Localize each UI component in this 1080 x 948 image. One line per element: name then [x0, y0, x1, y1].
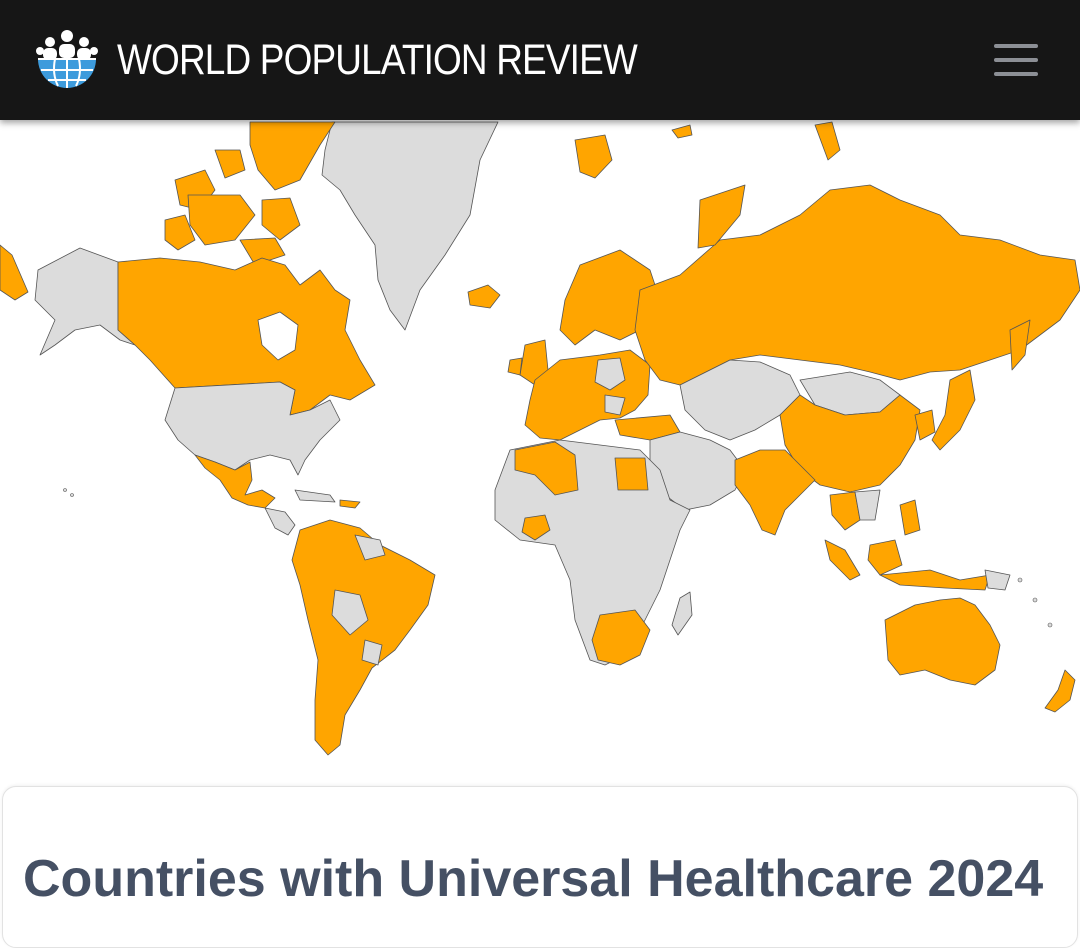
region-greenland: [321, 121, 499, 331]
region-india: [734, 449, 816, 536]
world-map-svg: [0, 121, 1080, 756]
region-new-zealand: [1044, 669, 1076, 713]
region-canada: [117, 257, 376, 416]
hamburger-menu-icon: [994, 44, 1038, 76]
region-canada-arctic-islands: [249, 121, 336, 191]
page-title: Countries with Universal Healthcare 2024: [23, 850, 1044, 908]
site-brand-name: WORLD POPULATION REVIEW: [117, 35, 638, 84]
hamburger-menu-button[interactable]: [994, 42, 1038, 78]
article-card: Countries with Universal Healthcare 2024: [2, 786, 1078, 948]
region-africa: [494, 439, 691, 666]
world-map[interactable]: [0, 120, 1080, 782]
top-navigation-bar: WORLD POPULATION REVIEW: [0, 0, 1080, 120]
region-iceland: [467, 284, 501, 309]
region-mexico: [194, 454, 276, 509]
region-australia: [884, 597, 1001, 686]
globe-people-logo-icon: [36, 30, 98, 88]
region-south-america: [291, 519, 436, 756]
region-scandinavia: [559, 249, 661, 346]
site-brand-link[interactable]: WORLD POPULATION REVIEW: [36, 28, 722, 92]
